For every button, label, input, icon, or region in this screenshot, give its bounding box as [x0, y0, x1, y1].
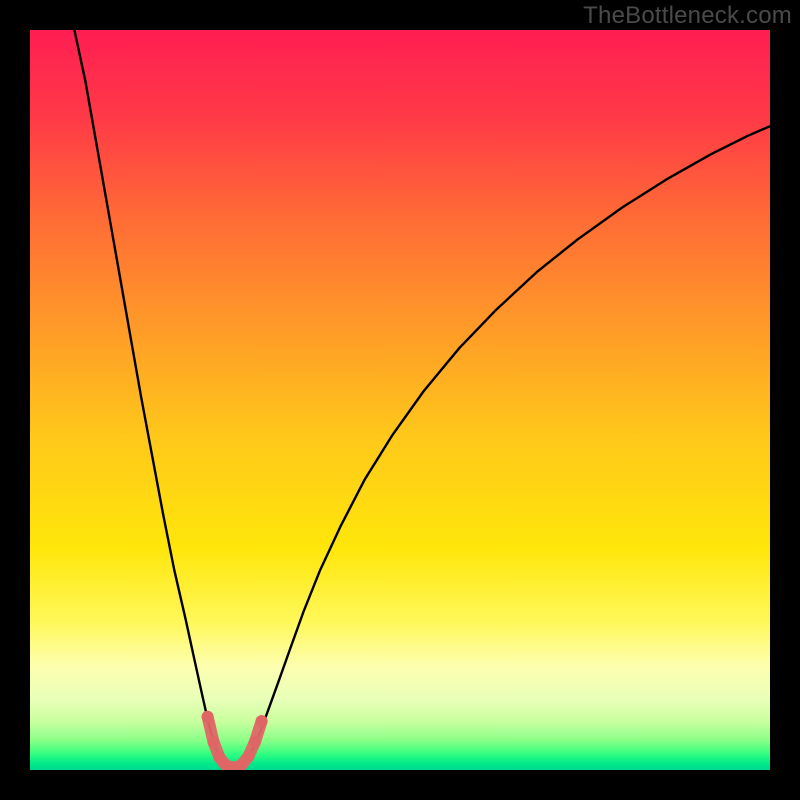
plot-area	[30, 30, 770, 770]
chart-container: TheBottleneck.com	[0, 0, 800, 800]
highlight-dot	[208, 736, 220, 748]
plot-svg	[30, 30, 770, 770]
highlight-dot	[249, 736, 261, 748]
watermark-text: TheBottleneck.com	[583, 2, 792, 30]
highlight-dot	[202, 711, 214, 723]
highlight-dot	[242, 751, 254, 763]
highlight-dot	[256, 715, 268, 727]
